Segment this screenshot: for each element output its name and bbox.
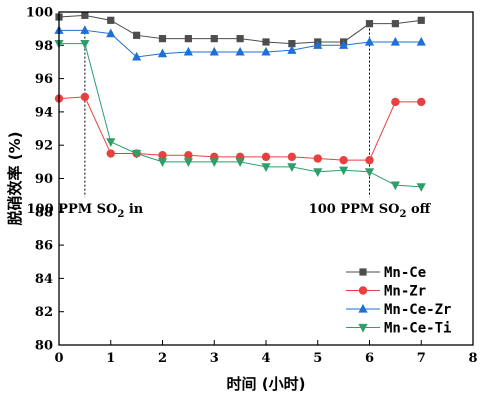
x-tick-label: 4 (261, 351, 270, 366)
data-point (106, 138, 116, 147)
annotations: 100 PPM SO2 in 100 PPM SO2 off (27, 28, 432, 220)
data-point (209, 46, 219, 56)
data-point (339, 40, 349, 49)
data-point (183, 158, 193, 167)
data-point (339, 166, 349, 176)
data-point (391, 20, 399, 28)
data-point (417, 97, 426, 107)
x-tick-label: 1 (106, 351, 115, 366)
data-point (313, 168, 323, 177)
data-point (390, 181, 400, 191)
y-tick-label: 86 (35, 239, 53, 254)
y-tick-label: 94 (35, 105, 53, 120)
data-point (391, 97, 400, 107)
y-tick-label: 88 (35, 205, 53, 220)
y-tick-label: 98 (35, 39, 53, 54)
y-tick-label: 82 (35, 305, 53, 320)
data-point (158, 35, 167, 43)
data-point (417, 16, 425, 24)
data-point (80, 92, 90, 102)
y-tick-label: 96 (35, 72, 53, 87)
x-tick-label: 5 (313, 351, 322, 366)
y-tick-label: 92 (35, 139, 53, 154)
data-point (107, 16, 115, 24)
data-point (183, 46, 193, 56)
legend-marker (358, 286, 368, 295)
x-tick-label: 7 (417, 351, 426, 366)
legend-item: Mn-Ce-Ti (346, 321, 451, 337)
data-point (106, 149, 115, 158)
y-tick-label: 84 (35, 272, 53, 287)
y-tick-label: 90 (35, 172, 53, 187)
legend-label: Mn-Ce-Ti (384, 321, 451, 337)
data-point (364, 36, 375, 46)
data-point (184, 150, 193, 160)
data-point (81, 11, 89, 19)
legend-label: Mn-Zr (384, 284, 426, 300)
data-point (106, 28, 116, 38)
legend-label: Mn-Ce-Zr (384, 302, 451, 318)
data-point (261, 163, 271, 172)
y-tick-label: 100 (26, 6, 53, 21)
data-point (133, 31, 141, 39)
data-point (210, 35, 218, 43)
data-point (157, 48, 168, 58)
x-tick-label: 8 (468, 351, 477, 366)
data-point (287, 163, 297, 172)
plot-series (54, 11, 426, 192)
data-point (287, 45, 297, 54)
data-point (261, 46, 271, 56)
plot-frame (58, 11, 474, 346)
data-point (390, 36, 400, 46)
x-tick-label: 6 (365, 351, 374, 366)
data-point (209, 158, 219, 167)
data-point (364, 168, 375, 177)
data-point (236, 35, 244, 43)
series-mn-ce-ti (54, 40, 426, 192)
data-point (261, 152, 271, 162)
legend-marker (359, 268, 367, 276)
data-point (235, 46, 245, 56)
x-tick-label: 0 (54, 351, 63, 366)
data-point (365, 20, 374, 28)
legend-marker (358, 323, 368, 333)
data-point (158, 150, 167, 160)
data-point (313, 154, 322, 163)
legend-item: Mn-Zr (346, 284, 426, 300)
data-point (288, 40, 296, 48)
data-point (262, 38, 270, 46)
legend-label: Mn-Ce (384, 265, 426, 281)
legend-marker (358, 303, 368, 313)
y-axis-label: 脱硝效率 (%) (6, 132, 24, 226)
data-point (416, 183, 426, 192)
annotation-label: 100 PPM SO2 off (309, 202, 432, 220)
data-point (339, 155, 348, 165)
data-point (132, 149, 142, 159)
legend-item: Mn-Ce (346, 265, 426, 281)
data-point (80, 25, 90, 34)
data-point (416, 36, 426, 46)
legend: Mn-Ce Mn-Zr Mn-Ce-Zr Mn-Ce-Ti (346, 265, 451, 337)
data-point (287, 152, 297, 162)
data-point (235, 158, 245, 167)
series-mn-ce-zr (54, 25, 426, 61)
x-tick-label: 3 (210, 351, 219, 366)
data-point (132, 51, 142, 61)
data-point (157, 158, 168, 167)
x-axis-label: 时间 (小时) (227, 375, 306, 393)
annotation-label: 100 PPM SO2 in (27, 202, 144, 220)
y-tick-label: 80 (35, 339, 53, 354)
data-point (365, 155, 374, 165)
data-point (184, 35, 192, 43)
data-point (80, 40, 90, 49)
data-point (313, 40, 323, 49)
series-mn-zr (54, 92, 426, 165)
legend-item: Mn-Ce-Zr (346, 302, 451, 318)
x-tick-label: 2 (158, 351, 167, 366)
